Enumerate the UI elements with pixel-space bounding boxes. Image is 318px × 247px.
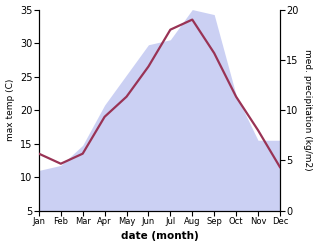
- Y-axis label: max temp (C): max temp (C): [5, 79, 15, 141]
- Y-axis label: med. precipitation (kg/m2): med. precipitation (kg/m2): [303, 49, 313, 171]
- X-axis label: date (month): date (month): [121, 231, 198, 242]
